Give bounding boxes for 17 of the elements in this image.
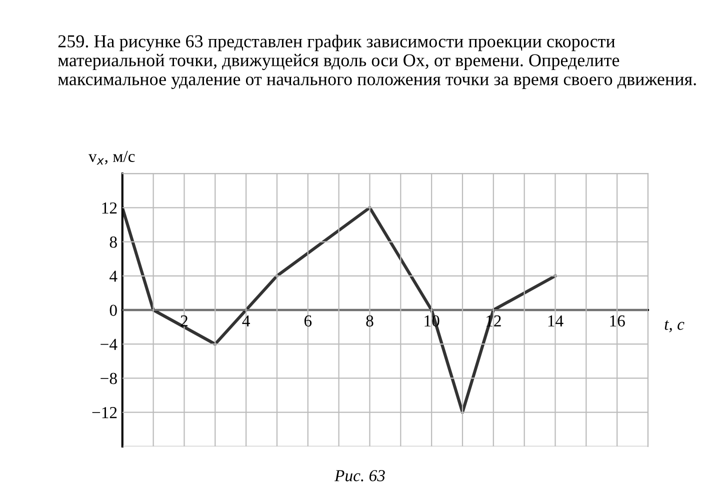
y-tick-label: 8	[110, 236, 117, 248]
chart-title: 259. На рисунке 63 представлен график зависимости проекции скорости материальной точки, движущейся вдоль оси Ox, от времени. Определите максимальное удаление от начального положения точки за время своего движения.	[58, 34, 696, 90]
y-tick-label: 0	[110, 304, 117, 316]
y-tick-label: −8	[100, 372, 117, 384]
y-tick-label: −12	[92, 407, 117, 418]
y-tick-label: 4	[110, 270, 118, 282]
x-tick-label: 2	[180, 315, 188, 326]
y-tick-label: −4	[100, 338, 118, 350]
x-axis-title: t, с	[664, 320, 684, 332]
text: Рис. 63	[334, 470, 385, 482]
y-tick-label: 12	[102, 202, 117, 214]
x-tick-label: 14	[548, 315, 564, 326]
y-axis-title: v$_{x}$, м/с	[88, 150, 135, 165]
x-tick-label: 4	[242, 315, 250, 326]
x-tick-label: 6	[304, 315, 312, 327]
x-tick-label: 16	[610, 315, 625, 327]
x-tick-label: 8	[366, 315, 374, 327]
